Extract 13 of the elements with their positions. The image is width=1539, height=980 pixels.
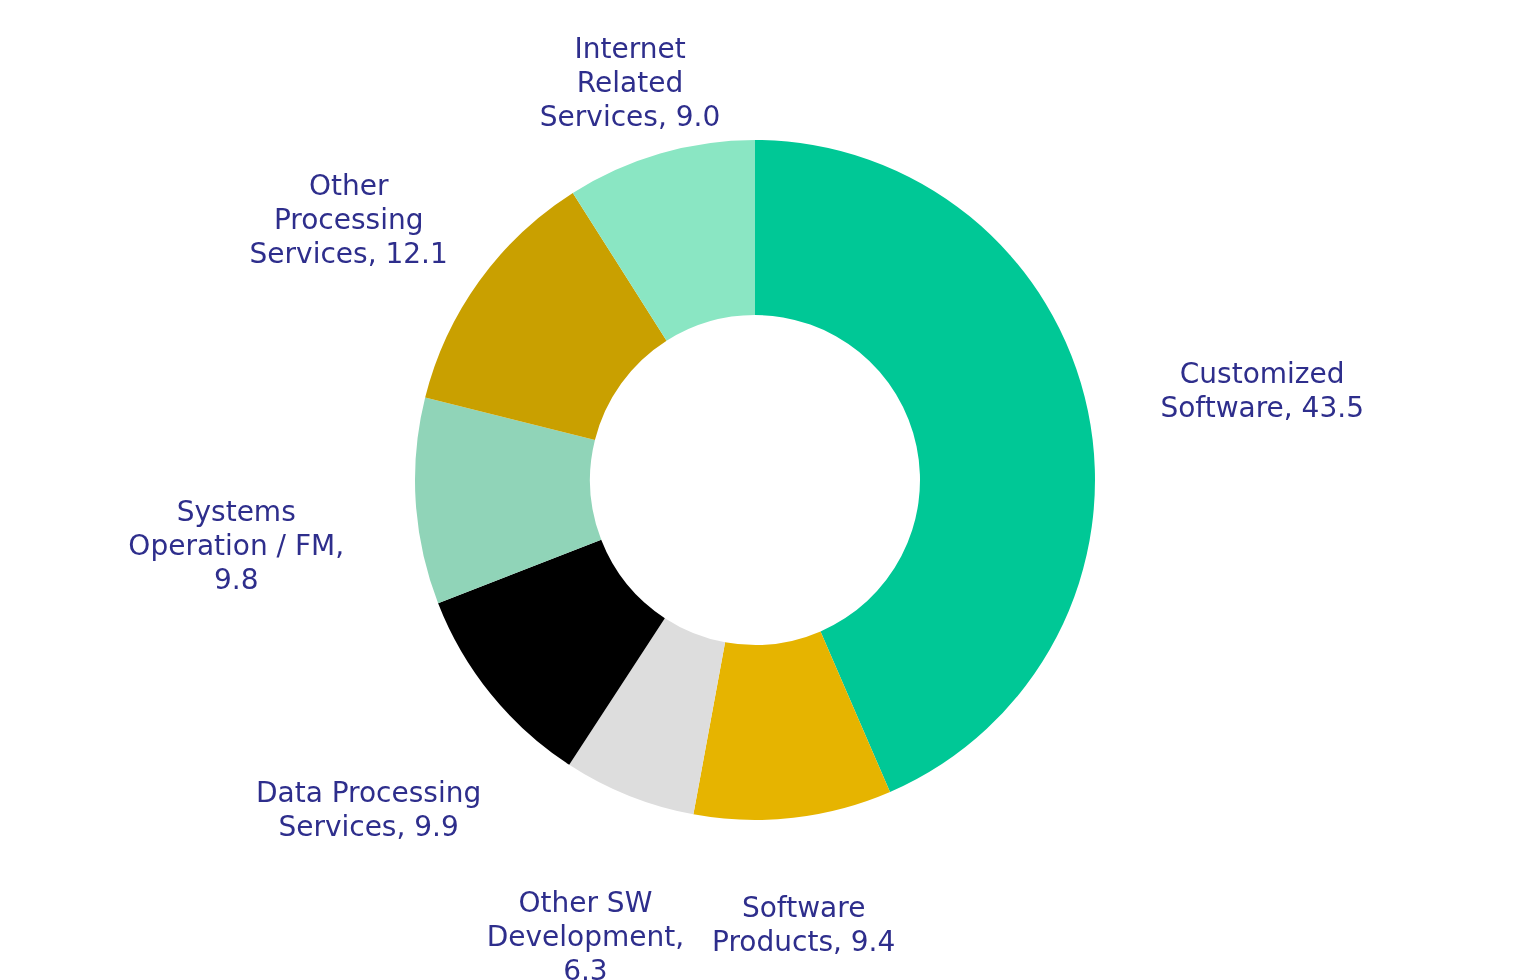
slice-label: Software Products, 9.4 [712,890,896,958]
slice-label: Internet Related Services, 9.0 [539,31,721,133]
donut-slice [415,397,602,604]
donut-slice [755,140,1095,793]
slice-label: Systems Operation / FM, 9.8 [128,494,345,596]
slice-label: Data Processing Services, 9.9 [255,775,482,843]
slice-label: Customized Software, 43.5 [1160,356,1364,424]
donut-slice [572,140,755,341]
donut-slice [438,539,665,765]
slice-label: Other Processing Services, 12.1 [249,168,448,270]
donut-slice [569,618,726,815]
slice-label: Other SW Development, 6.3 [486,886,685,980]
donut-slice [693,631,891,820]
